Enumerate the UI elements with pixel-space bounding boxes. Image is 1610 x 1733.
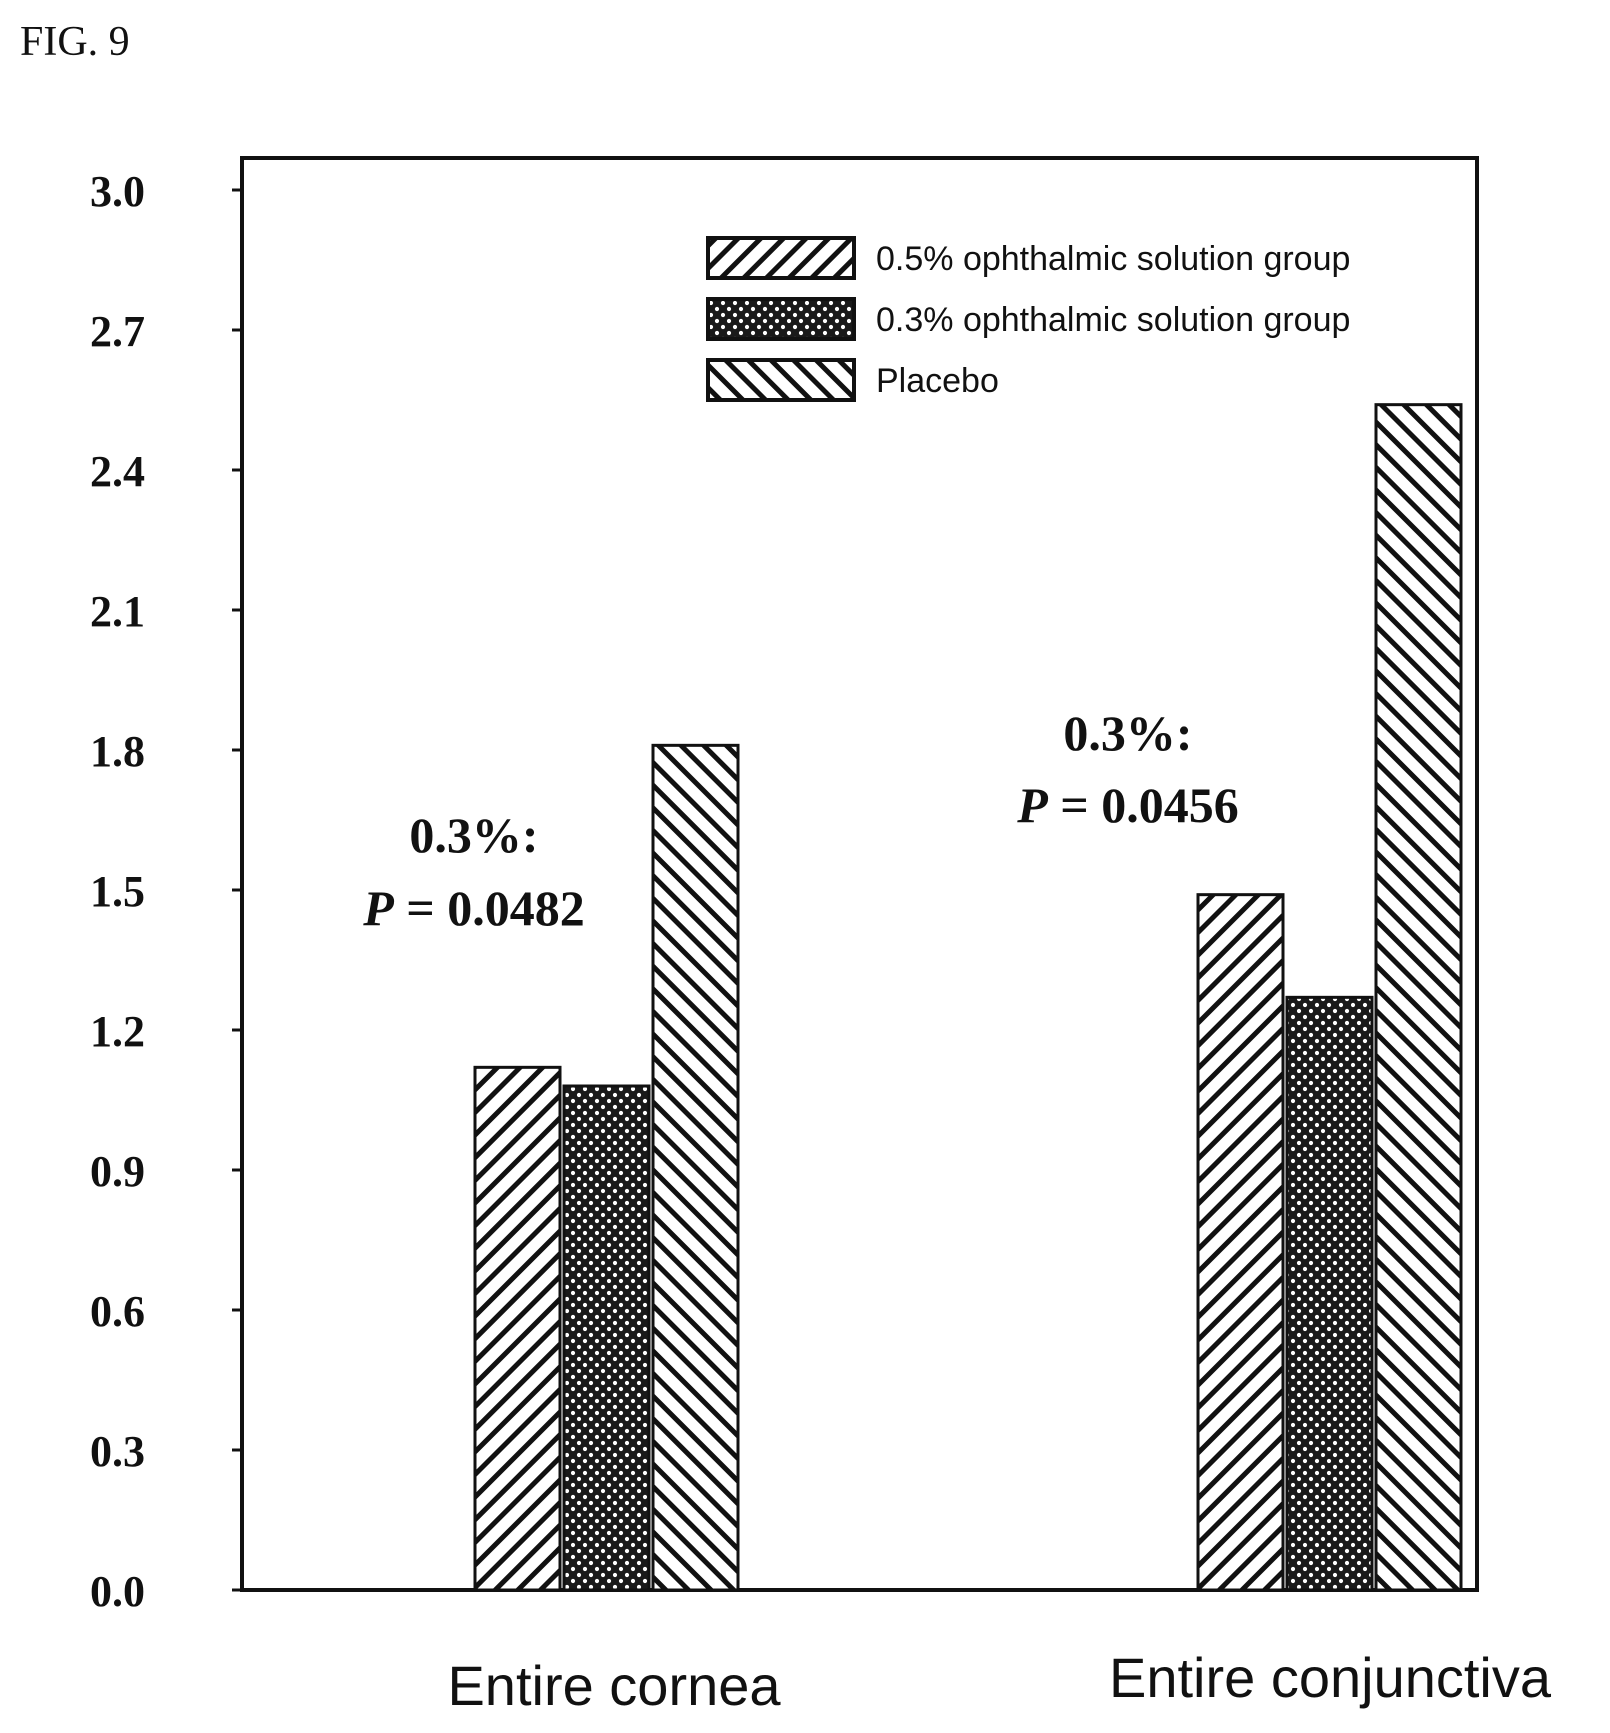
bar-cornea-series-0 (473, 1065, 562, 1592)
y-tick-label: 0.3 (90, 1427, 145, 1476)
y-tick-label: 2.4 (90, 447, 145, 496)
x-category-label: Entire conjunctiva (1109, 1646, 1552, 1709)
x-category-label: Entire cornea (447, 1654, 781, 1717)
p-symbol: P (1016, 777, 1048, 833)
y-tick-label: 2.1 (90, 587, 145, 636)
figure-label: FIG. 9 (20, 19, 130, 65)
y-tick-label: 3.0 (90, 167, 145, 216)
annotation-p-value: P = 0.0482 (362, 880, 585, 936)
p-value: = 0.0482 (394, 880, 585, 936)
x-axis: Entire cornea Entire conjunctiva (447, 1646, 1551, 1717)
y-tick-label: 1.2 (90, 1007, 145, 1056)
y-tick-label: 2.7 (90, 307, 145, 356)
y-axis: 0.0 0.3 0.6 0.9 1.2 1.5 1.8 2.1 2.4 2.7 3.0 (90, 167, 242, 1616)
legend-swatch (706, 358, 856, 402)
bar-conjunctiva-series-0 (1196, 893, 1285, 1592)
annotations: 0.3%: P = 0.0482 0.3%: P = 0.0456 (362, 705, 1239, 936)
legend-swatch (706, 236, 856, 280)
bar-cornea-series-1 (562, 1084, 651, 1592)
bars (473, 403, 1463, 1592)
y-tick-label: 0.9 (90, 1147, 145, 1196)
bar-cornea-series-2 (651, 743, 740, 1592)
bar-conjunctiva-series-1 (1285, 995, 1374, 1592)
annotation-label: 0.3%: (1063, 705, 1192, 761)
p-symbol: P (362, 880, 394, 936)
legend-label: 0.5% ophthalmic solution group (876, 240, 1350, 278)
y-tick-label: 1.5 (90, 867, 145, 916)
y-tick-label: 0.0 (90, 1567, 145, 1616)
y-tick-label: 0.6 (90, 1287, 145, 1336)
legend-label: Placebo (876, 362, 999, 400)
legend-label: 0.3% ophthalmic solution group (876, 301, 1350, 339)
legend: 0.5% ophthalmic solution group 0.3% ophth… (706, 236, 1350, 402)
annotation-p-value: P = 0.0456 (1016, 777, 1239, 833)
annotation-label: 0.3%: (409, 807, 538, 863)
p-value: = 0.0456 (1048, 777, 1239, 833)
legend-swatch (706, 297, 856, 341)
y-tick-label: 1.8 (90, 727, 145, 776)
bar-conjunctiva-series-2 (1374, 403, 1463, 1592)
